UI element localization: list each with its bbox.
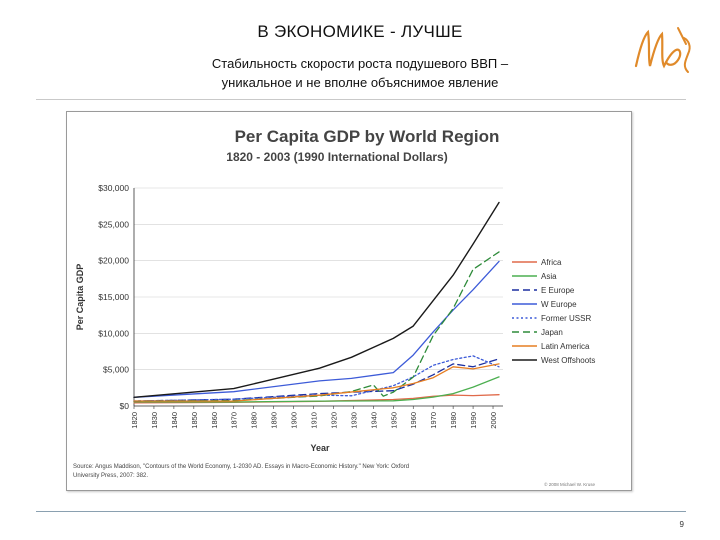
series-layer (133, 201, 500, 404)
legend-label-w-europe: W Europe (541, 300, 577, 309)
x-tick-label: 1920 (329, 412, 338, 429)
legend-label-japan: Japan (541, 328, 563, 337)
x-tick-label: 1890 (270, 412, 279, 429)
source-note: Source: Angus Maddison, "Contours of the… (73, 464, 411, 479)
series-line-west-offshoots (133, 201, 500, 398)
page-number: 9 (679, 520, 684, 529)
legend-label-e-europe: E Europe (541, 286, 575, 295)
series-line-asia (133, 376, 500, 403)
series-line-japan (133, 251, 500, 402)
x-tick-label: 1900 (290, 412, 299, 429)
x-tick-label: 1970 (429, 412, 438, 429)
x-tick-label: 1840 (170, 412, 179, 429)
legend-label-asia: Asia (541, 272, 557, 281)
series-line-w-europe (133, 260, 500, 398)
x-tick-label: 1910 (310, 412, 319, 429)
y-tick-label: $10,000 (98, 328, 129, 338)
chart-title: Per Capita GDP by World Region (235, 127, 500, 146)
legend-label-africa: Africa (541, 258, 562, 267)
x-tick-label: 1820 (130, 412, 139, 429)
x-axis-title: Year (310, 443, 330, 453)
x-tick-label: 1930 (349, 412, 358, 429)
copyright: © 2008 Michael W. Kruse (544, 481, 595, 487)
x-tick-label: 1950 (389, 412, 398, 429)
x-tick-label: 1940 (369, 412, 378, 429)
legend-label-latin-america: Latin America (541, 342, 590, 351)
series-line-latin-america (133, 363, 500, 402)
legend-label-former-ussr: Former USSR (541, 314, 591, 323)
x-tick-label: 1830 (150, 412, 159, 429)
y-tick-label: $30,000 (98, 183, 129, 193)
grid-layer (134, 187, 503, 407)
logo-stroke (634, 29, 682, 69)
logo-flourish (677, 27, 691, 73)
legend: Africa Asia E Europe W Europe Former USSR Jap… (512, 258, 595, 365)
series-line-e-europe (133, 358, 500, 402)
gdp-line-chart: Per Capita GDP by World Region 1820 - 20… (73, 127, 595, 487)
y-tick-label: $20,000 (98, 256, 129, 266)
y-axis-title: Per Capita GDP (75, 264, 85, 331)
series-line-former-ussr (133, 355, 500, 402)
y-tick-label: $25,000 (98, 219, 129, 229)
x-tick-label: 1860 (210, 412, 219, 429)
x-tick-label: 2000 (489, 412, 498, 429)
chart-frame: Per Capita GDP by World Region 1820 - 20… (66, 111, 632, 491)
axis-layer: $0 $5,000 $10,000 $15,000 $20,000 $25,000 $30,… (98, 183, 503, 429)
x-tick-label: 1990 (469, 412, 478, 429)
x-tick-label: 1870 (230, 412, 239, 429)
slide-title: В ЭКОНОМИКЕ - ЛУЧШЕ (257, 22, 463, 41)
source-line-1: Source: Angus Maddison, "Contours of the… (73, 464, 411, 470)
top-divider (36, 99, 686, 100)
legend-label-west-offshoots: West Offshoots (541, 356, 595, 365)
x-tick-label: 1850 (190, 412, 199, 429)
y-tick-label: $15,000 (98, 292, 129, 302)
x-tick-label: 1880 (250, 412, 259, 429)
y-tick-label: $0 (120, 401, 130, 411)
slide-subtitle: Стабильность скорости роста подушевого В… (140, 54, 580, 92)
x-tick-label: 1980 (449, 412, 458, 429)
source-line-2: University Press, 2007: 382. (73, 473, 148, 479)
subtitle-line-1: Стабильность скорости роста подушевого В… (211, 56, 509, 71)
subtitle-line-2: уникальное и не вполне объяснимое явлени… (221, 75, 499, 90)
chart-subtitle: 1820 - 2003 (1990 International Dollars) (226, 150, 447, 164)
x-tick-label: 1960 (409, 412, 418, 429)
y-tick-label: $5,000 (103, 365, 129, 375)
brand-logo (634, 27, 691, 73)
bottom-divider (36, 511, 686, 512)
